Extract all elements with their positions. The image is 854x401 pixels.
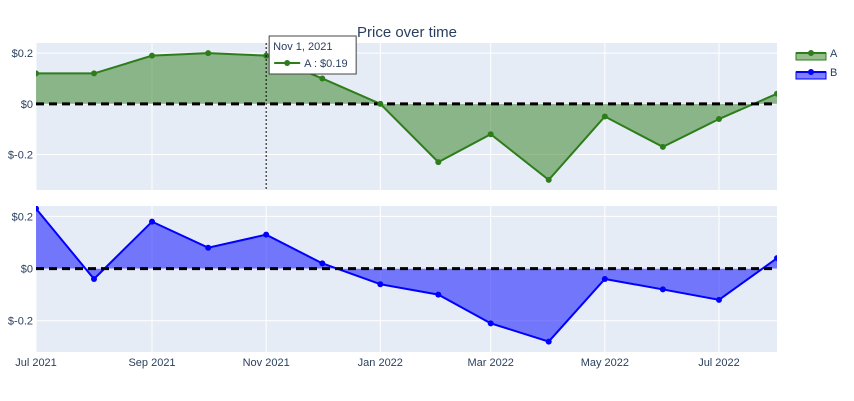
y-tick-label: $0 (21, 99, 33, 111)
data-point-A (319, 75, 326, 82)
x-tick-label: Nov 2021 (243, 357, 290, 369)
x-tick-label: Jul 2021 (15, 357, 57, 369)
data-point-B (149, 218, 156, 225)
data-point-A (601, 113, 608, 120)
data-point-A (487, 131, 494, 138)
legend-marker (808, 69, 814, 75)
x-tick-label: Jan 2022 (358, 357, 403, 369)
legend-item-B[interactable]: B (795, 67, 837, 80)
hover-tooltip: Nov 1, 2021 A : $0.19 (265, 35, 357, 190)
data-point-B (377, 281, 384, 288)
hover-label: A : $0.19 (304, 58, 347, 70)
data-point-B (319, 260, 326, 267)
x-tick-label: Mar 2022 (467, 357, 513, 369)
data-point-B (545, 338, 552, 345)
hover-box (268, 35, 357, 75)
y-tick-label: $-0.2 (8, 316, 33, 328)
y-tick-label: $0.2 (12, 48, 33, 60)
area-fill-B (36, 208, 777, 342)
subplots: $0.2 $0 $-0.2 $0.2 $0 $-0.2 Jul 2021 Sep 2021 No… (8, 43, 777, 369)
series-line-B (36, 207, 777, 343)
legend[interactable]: AB (795, 48, 838, 80)
data-point-A (91, 70, 98, 77)
data-point-A (149, 52, 156, 59)
data-point-B (774, 255, 777, 262)
series-line-A (36, 52, 777, 182)
data-point-B (601, 276, 608, 282)
data-point-A (545, 176, 552, 183)
legend-label: A (830, 48, 838, 60)
data-point-B (205, 244, 212, 251)
data-point-B (263, 231, 270, 238)
legend-label: B (830, 67, 837, 79)
chart-title: Price over time (357, 24, 457, 41)
data-point-B (715, 296, 722, 303)
hover-title: Nov 1, 2021 (273, 41, 332, 53)
data-point-B (36, 206, 39, 212)
data-point-A (715, 116, 722, 123)
subplot-A: $0.2 $0 $-0.2 (8, 43, 777, 190)
data-point-B (659, 286, 666, 293)
x-tick-label: May 2022 (581, 357, 629, 369)
data-point-B (487, 320, 494, 327)
data-point-A (205, 50, 212, 57)
area-fill-A (36, 53, 777, 180)
data-point-A (36, 70, 39, 77)
data-point-A (659, 143, 666, 150)
x-tick-label: Sep 2021 (128, 357, 175, 369)
data-point-A (377, 100, 384, 107)
data-point-B (91, 276, 98, 282)
legend-marker (808, 50, 814, 56)
data-point-A (774, 90, 777, 97)
legend-item-A[interactable]: A (795, 48, 838, 61)
x-tick-label: Jul 2022 (698, 357, 740, 369)
hover-series-marker (284, 60, 291, 66)
y-tick-label: $0 (21, 264, 33, 276)
y-tick-label: $0.2 (12, 211, 33, 223)
y-tick-label: $-0.2 (8, 150, 33, 162)
data-point-A (435, 159, 442, 166)
data-point-B (435, 291, 442, 298)
subplot-B: $0.2 $0 $-0.2 Jul 2021 Sep 2021 Nov 2021 Jan 2… (8, 206, 777, 369)
